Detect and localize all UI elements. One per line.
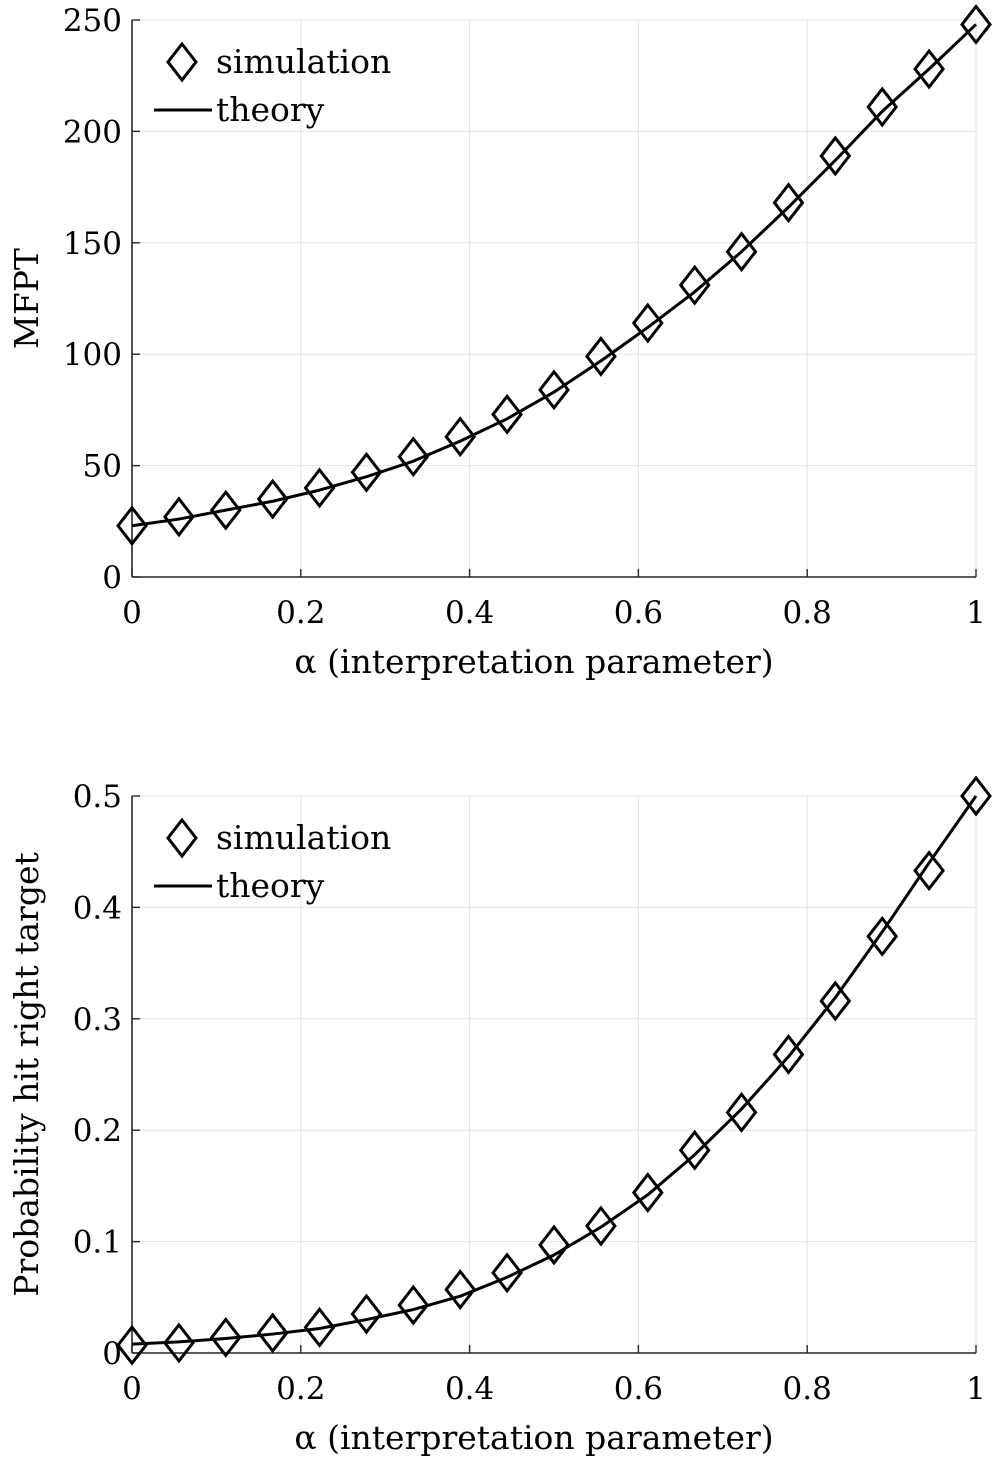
simulation-marker xyxy=(303,1306,336,1348)
y-axis-label: MFPT xyxy=(7,248,46,349)
legend-simulation-label: simulation xyxy=(216,818,391,857)
simulation-marker xyxy=(116,1324,148,1366)
x-tick-label: 0.4 xyxy=(445,1371,494,1407)
simulation-marker xyxy=(678,264,711,306)
simulation-marker xyxy=(960,775,992,817)
chart-1: 0 0.2 0.4 0.6 0.8 1 0 50 100 150 200 250 α (interpre… xyxy=(7,3,992,681)
simulation-marker xyxy=(303,467,336,509)
x-tick-label: 1 xyxy=(966,1371,986,1407)
simulation-marker xyxy=(397,1284,430,1326)
x-tick-label: 0.2 xyxy=(276,595,325,631)
legend-diamond-icon xyxy=(166,817,198,859)
simulation-marker xyxy=(866,86,899,128)
simulation-marker xyxy=(209,1316,242,1358)
x-tick-label: 0.8 xyxy=(783,595,832,631)
simulation-marker xyxy=(350,1293,383,1335)
simulation-marker xyxy=(772,182,805,224)
simulation-marker xyxy=(819,980,852,1022)
simulation-marker xyxy=(397,436,430,478)
x-tick-label: 0.4 xyxy=(445,595,494,631)
simulation-marker xyxy=(725,1091,758,1133)
x-tick-label: 0.8 xyxy=(783,1371,832,1407)
chart-2: 0 0.2 0.4 0.6 0.8 1 0 0.1 0.2 0.3 0.4 0.5 α (interpr… xyxy=(7,775,992,1457)
simulation-marker xyxy=(772,1034,805,1075)
simulation-marker xyxy=(631,1172,664,1214)
simulation-marker xyxy=(866,915,899,957)
x-axis-label: α (interpretation parameter) xyxy=(294,1418,773,1457)
simulation-marker xyxy=(678,1129,711,1171)
simulation-marker xyxy=(209,489,242,531)
y-tick-label: 150 xyxy=(63,226,122,262)
y-tick-label: 0.3 xyxy=(73,1002,122,1038)
y-tick-label: 50 xyxy=(83,449,122,485)
simulation-marker xyxy=(538,369,570,411)
y-tick-label: 0.4 xyxy=(73,890,122,926)
simulation-marker xyxy=(491,393,523,435)
simulation-marker xyxy=(163,1322,195,1364)
y-tick-label: 100 xyxy=(63,337,122,373)
legend-theory-label: theory xyxy=(216,866,325,905)
y-tick-label: 0.5 xyxy=(73,779,122,815)
simulation-marker xyxy=(256,478,289,520)
legend-simulation-label: simulation xyxy=(216,42,391,81)
simulation-marker xyxy=(819,135,852,177)
simulation-marker xyxy=(960,4,992,45)
simulation-marker xyxy=(631,302,664,344)
simulation-marker xyxy=(350,451,383,493)
y-tick-label: 250 xyxy=(63,3,122,39)
y-tick-label: 0 xyxy=(102,560,122,596)
simulation-marker xyxy=(585,335,617,377)
simulation-marker xyxy=(444,416,477,458)
x-tick-label: 0.2 xyxy=(276,1371,325,1407)
simulation-marker xyxy=(444,1269,477,1310)
simulation-marker xyxy=(913,850,945,892)
simulation-marker xyxy=(491,1252,523,1294)
simulation-marker xyxy=(163,496,195,538)
x-tick-label: 0 xyxy=(122,595,142,631)
y-tick-label: 0 xyxy=(102,1336,122,1372)
y-tick-label: 200 xyxy=(63,114,122,150)
x-tick-label: 0.6 xyxy=(614,1371,663,1407)
simulation-marker xyxy=(725,231,758,273)
y-tick-label: 0.1 xyxy=(73,1225,122,1261)
legend: simulation theory xyxy=(154,41,391,129)
simulation-marker xyxy=(585,1205,617,1247)
x-tick-label: 0.6 xyxy=(614,595,663,631)
x-tick-label: 0 xyxy=(122,1371,142,1407)
legend-theory-label: theory xyxy=(216,90,325,129)
simulation-marker xyxy=(116,505,148,547)
simulation-marker xyxy=(538,1224,570,1266)
simulation-marker xyxy=(913,48,945,90)
theory-line xyxy=(131,795,978,1346)
x-tick-label: 1 xyxy=(966,595,986,631)
simulation-marker xyxy=(256,1312,289,1354)
legend-diamond-icon xyxy=(166,41,198,83)
theory-line xyxy=(131,23,978,528)
y-tick-label: 0.2 xyxy=(73,1113,122,1149)
legend: simulation theory xyxy=(154,817,391,905)
x-axis-label: α (interpretation parameter) xyxy=(294,642,773,681)
y-axis-label: Probability hit right target xyxy=(7,852,46,1296)
